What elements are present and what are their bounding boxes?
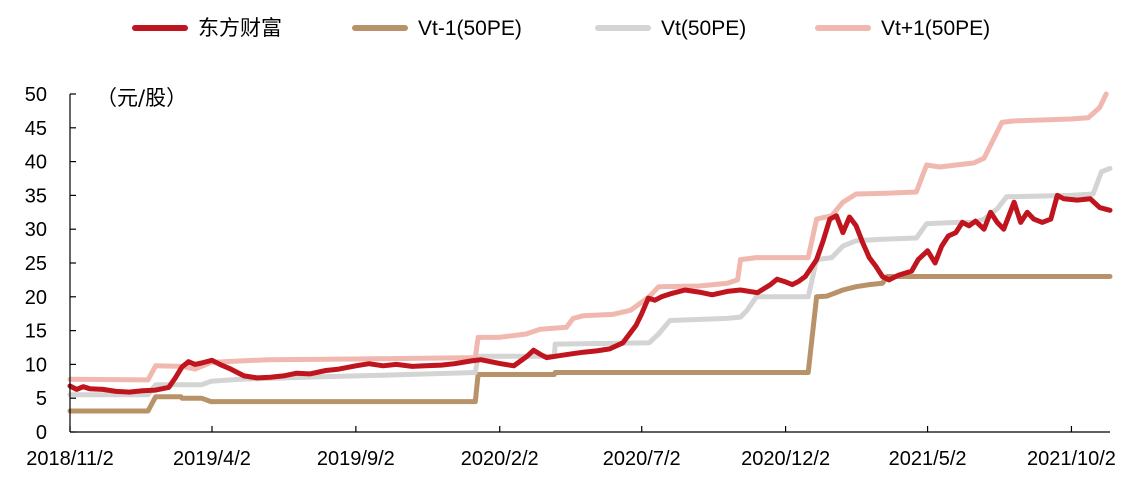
legend-label-1: Vt-1(50PE): [418, 17, 522, 40]
y-tick-label: 0: [36, 422, 47, 444]
series-line-0: [67, 192, 1113, 395]
x-tick-label: 2020/12/2: [741, 448, 830, 470]
series-line-3: [67, 91, 1109, 383]
legend-label-3: Vt+1(50PE): [881, 17, 990, 40]
x-tick-label: 2018/11/2: [26, 448, 114, 470]
y-tick-label: 50: [25, 84, 47, 106]
x-tick-label: 2021/10/2: [1027, 448, 1116, 470]
legend: 东方财富 Vt-1(50PE) Vt(50PE) Vt+1(50PE): [132, 17, 990, 40]
y-tick-label: 10: [25, 354, 47, 376]
y-tick-label: 20: [25, 287, 47, 309]
y-tick-label: 25: [25, 253, 47, 275]
x-tick-label: 2019/9/2: [317, 448, 395, 470]
x-tick-label: 2020/7/2: [603, 448, 681, 470]
series-line-1: [67, 274, 1113, 414]
y-tick-label: 5: [36, 388, 47, 410]
x-tick-label: 2021/5/2: [889, 448, 967, 470]
x-tick-label: 2020/2/2: [461, 448, 539, 470]
y-axis-unit-label: （元/股）: [96, 86, 187, 110]
y-tick-label: 15: [25, 321, 47, 343]
y-tick-label: 30: [25, 219, 47, 241]
legend-label-2: Vt(50PE): [661, 17, 746, 40]
y-tick-label: 35: [25, 185, 47, 207]
x-tick-label: 2019/4/2: [173, 448, 251, 470]
y-tick-label: 45: [25, 118, 47, 140]
legend-label-0: 东方财富: [198, 17, 282, 40]
series-layer: [67, 91, 1113, 414]
y-tick-label: 40: [25, 152, 47, 174]
axes-layer: 0 5 10 15 20 25 30 35 40 45 50 2018/11/2 2019/4/2 201…: [25, 84, 1116, 470]
